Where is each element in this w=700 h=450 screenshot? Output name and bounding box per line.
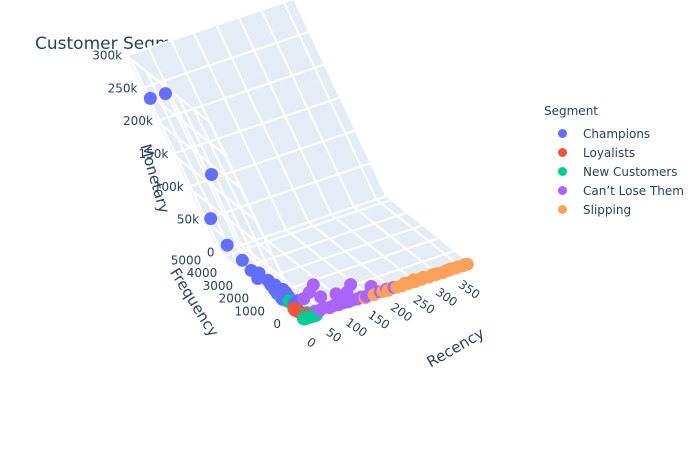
- grid-line-x: [353, 206, 439, 276]
- grid-line-z: [202, 218, 289, 288]
- z-tick-label: 300k: [92, 48, 122, 62]
- data-point: [204, 212, 218, 226]
- grid-line-x: [375, 198, 462, 268]
- scene-points: [143, 87, 474, 326]
- scene-grid: [125, 0, 471, 321]
- y-tick-label: 3000: [203, 279, 234, 293]
- grid-line-x: [308, 221, 394, 291]
- legend-item[interactable]: Can’t Lose Them: [544, 181, 684, 200]
- y-tick-label: 4000: [187, 266, 218, 280]
- legend-item[interactable]: Slipping: [544, 200, 684, 219]
- y-tick-label: 0: [273, 317, 281, 331]
- legend-item[interactable]: New Customers: [544, 162, 684, 181]
- data-point: [460, 257, 474, 271]
- legend-marker: [558, 129, 567, 138]
- legend-label: Loyalists: [583, 145, 636, 160]
- legend-label: Champions: [583, 126, 651, 141]
- legend: Segment Champions Loyalists New Customers C…: [544, 104, 684, 219]
- data-point: [159, 87, 172, 101]
- data-point: [314, 290, 328, 304]
- x-tick-label: 0: [304, 335, 318, 351]
- grid-line-y: [270, 237, 439, 296]
- scene-ticks: 0 501001502002503003500100020003000400050…: [92, 48, 482, 350]
- data-point: [143, 91, 157, 105]
- z-tick-label: 250k: [108, 81, 138, 95]
- data-point: [220, 238, 234, 252]
- grid-line-z: [218, 195, 386, 254]
- legend-label: New Customers: [583, 164, 678, 179]
- grid-line-z: [187, 186, 273, 256]
- data-point: [251, 272, 265, 285]
- data-point: [302, 285, 316, 299]
- grid-line-z: [125, 0, 294, 57]
- data-point: [261, 273, 275, 287]
- legend-label: Slipping: [583, 202, 632, 217]
- grid-line-y: [254, 224, 423, 283]
- grid-line-z: [171, 96, 340, 155]
- legend-marker: [558, 148, 567, 157]
- z-tick-label: 150k: [138, 147, 168, 161]
- y-tick-label: 1000: [235, 304, 266, 318]
- z-tick-label: 200k: [123, 114, 153, 128]
- y-tick-label: 2000: [219, 292, 250, 306]
- grid-line-z: [156, 120, 243, 190]
- legend-marker: [558, 205, 567, 214]
- data-point: [329, 287, 343, 301]
- legend-item[interactable]: Loyalists: [544, 143, 684, 162]
- grid-line-z: [141, 31, 309, 90]
- legend-marker: [558, 167, 567, 176]
- z-tick-label: 50k: [177, 213, 199, 227]
- z-tick-label: 100k: [154, 180, 184, 194]
- legend-item[interactable]: Champions: [544, 124, 684, 143]
- legend-marker: [558, 186, 567, 195]
- z-tick-label: 0: [207, 246, 215, 260]
- grid-line-y: [238, 211, 407, 271]
- data-point: [205, 168, 218, 181]
- legend-items: Champions Loyalists New Customers Can’t Los…: [544, 124, 684, 219]
- x-axis-title: Recency: [424, 324, 488, 371]
- grid-line-z: [202, 162, 371, 221]
- x-tick-label: 50: [324, 325, 345, 345]
- grid-line-y: [222, 199, 391, 258]
- legend-title: Segment: [544, 104, 598, 118]
- data-point: [235, 253, 249, 267]
- grid-line-z: [171, 153, 258, 223]
- y-tick-label: 5000: [171, 253, 202, 267]
- grid-line-x: [330, 213, 417, 283]
- grid-line-z: [156, 63, 325, 123]
- legend-label: Can’t Lose Them: [583, 183, 684, 198]
